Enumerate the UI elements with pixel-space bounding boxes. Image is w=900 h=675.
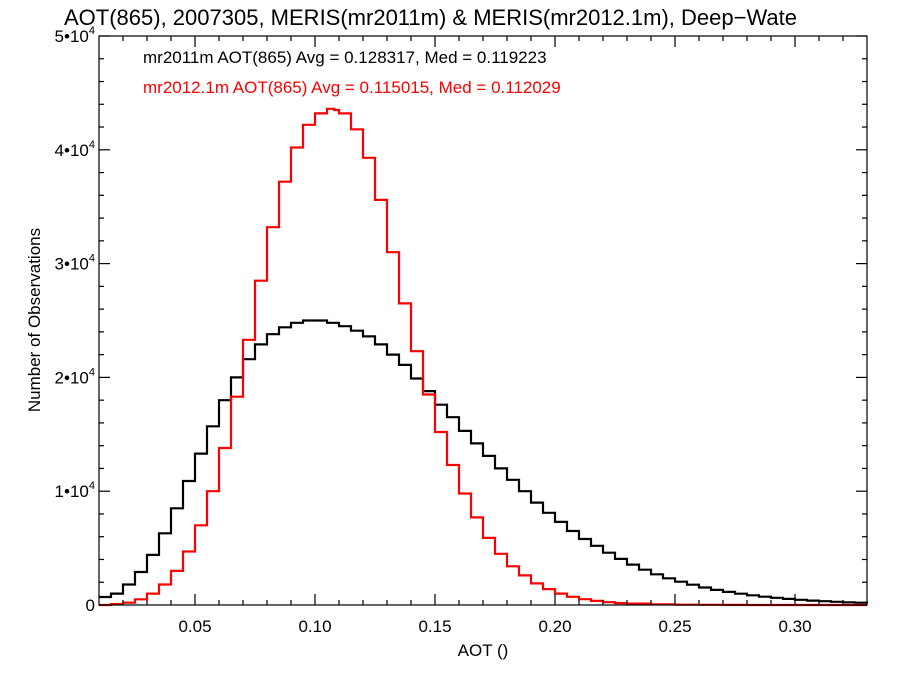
x-axis-label: AOT () [458, 641, 509, 660]
x-tick-label: 0.20 [538, 617, 571, 636]
series-annotation-mr2012-1m: mr2012.1m AOT(865) Avg = 0.115015, Med =… [143, 78, 561, 97]
y-tick-label: 2•104 [55, 366, 95, 387]
y-tick-label: 1•104 [55, 480, 95, 501]
tick-layer: 0.05 0.10 0.15 0.20 0.25 0.30 0 1•104 2•104 3•104… [55, 25, 867, 636]
x-tick-label: 0.15 [418, 617, 451, 636]
y-tick-label: 3•104 [55, 253, 95, 274]
x-tick-label: 0.25 [658, 617, 691, 636]
y-tick-label: 4•104 [55, 139, 95, 160]
y-tick-label: 5•104 [55, 25, 95, 46]
histogram-series-1 [99, 107, 867, 607]
x-tick-label: 0.05 [178, 617, 211, 636]
y-axis-label: Number of Observations [25, 228, 44, 412]
x-tick-label: 0.10 [298, 617, 331, 636]
series-annotation-mr2011m: mr2011m AOT(865) Avg = 0.128317, Med = 0… [143, 48, 547, 67]
x-tick-label: 0.30 [778, 617, 811, 636]
y-tick-label: 0 [86, 596, 95, 615]
histogram-series-0 [99, 319, 869, 604]
chart-title: AOT(865), 2007305, MERIS(mr2011m) & MERI… [64, 5, 797, 30]
series-layer [99, 107, 869, 607]
